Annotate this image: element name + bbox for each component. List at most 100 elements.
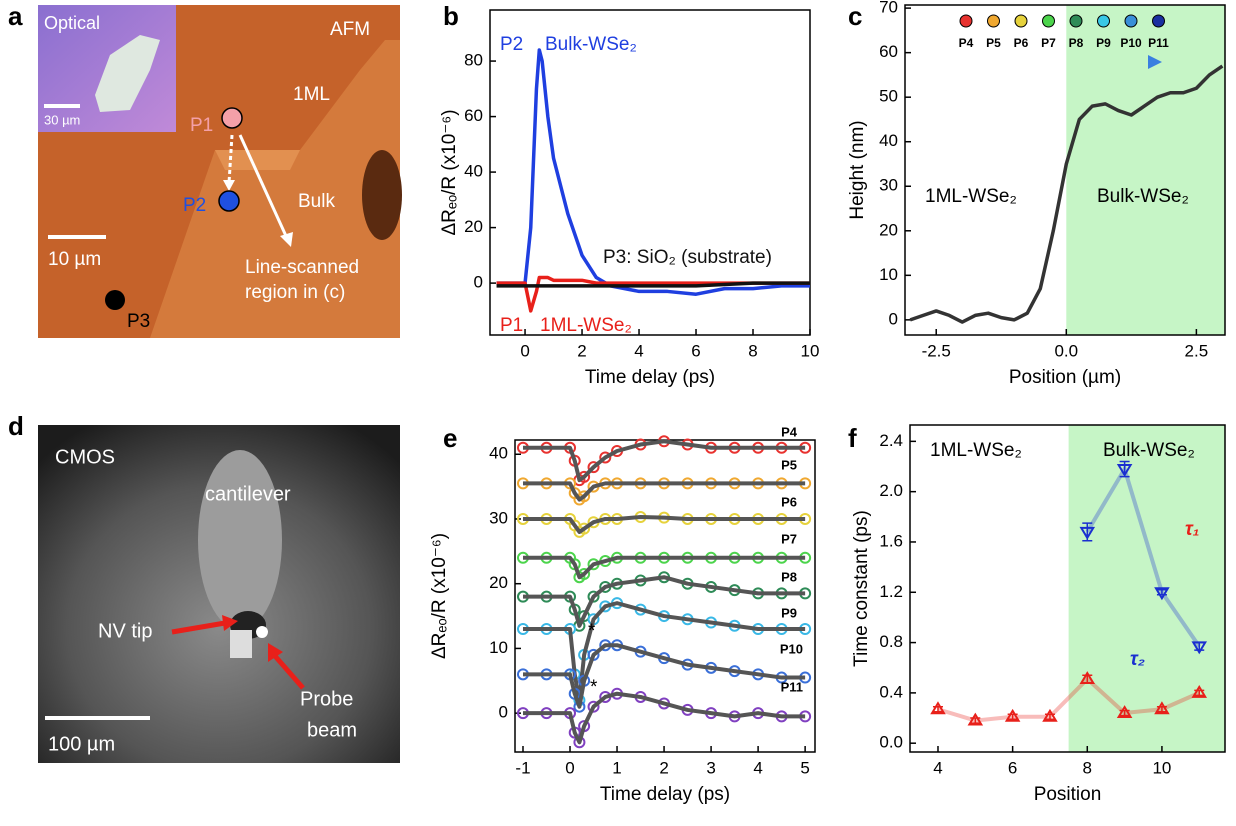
y-tick-label: 30: [879, 176, 898, 195]
y-tick-label: 60: [464, 106, 483, 125]
y-tick-label: 70: [879, 0, 898, 17]
label: CMOS: [55, 446, 115, 468]
series-label: P11: [781, 679, 803, 694]
x-tick-label: 4: [634, 341, 643, 360]
error-bar: [932, 705, 943, 713]
y-axis-label: Time constant (ps): [851, 510, 872, 667]
error-bar: [970, 717, 981, 724]
x-tick-label: -2.5: [922, 341, 951, 360]
label: P3: [127, 311, 150, 332]
label: Probe: [300, 688, 353, 710]
position-marker: [1152, 14, 1165, 28]
annotation: 1ML-WSe₂: [540, 315, 632, 336]
y-tick-label: 10: [879, 265, 898, 284]
scale-label: 10 µm: [48, 249, 101, 270]
data-point: [1079, 671, 1096, 685]
error-bar: [1156, 589, 1167, 596]
shaded-region: [1066, 5, 1225, 335]
label: Line-scanned: [245, 257, 359, 278]
fit-line: [522, 601, 806, 703]
label: Optical: [44, 13, 100, 33]
cmos-image: d CMOS cantilever NV tip Probe beam 100 …: [8, 411, 400, 763]
series-label: τ₁: [1185, 519, 1199, 540]
y-tick-label: 30: [489, 508, 508, 527]
series-line: [496, 48, 810, 296]
x-tick-label: -1: [515, 758, 530, 777]
y-tick-label: 0: [474, 273, 483, 292]
x-tick-label: 0: [565, 758, 574, 777]
position-marker: [1042, 14, 1055, 28]
label: cantilever: [205, 483, 291, 505]
panel-letter: e: [443, 423, 457, 453]
x-axis-label: Time delay (ps): [600, 784, 730, 805]
fit-line: [522, 555, 806, 580]
series-label: P7: [781, 531, 797, 546]
data-point: [1116, 464, 1133, 477]
annotation: *: [590, 677, 598, 698]
y-tick-label: 2.4: [879, 431, 903, 450]
data-point: [1191, 641, 1208, 655]
x-tick-label: 0: [520, 341, 529, 360]
x-tick-label: 4: [933, 758, 942, 777]
y-axis-label: ΔRₑₒ/R (x10⁻⁶): [439, 109, 460, 235]
x-tick-label: 4: [753, 758, 762, 777]
series-line: [909, 64, 1224, 324]
x-tick-label: 2: [659, 758, 668, 777]
position-marker: [987, 14, 1000, 28]
position-marker: [1069, 14, 1083, 28]
y-tick-label: 0: [889, 309, 898, 328]
label: 1ML: [293, 84, 330, 105]
y-tick-label: 1.6: [879, 531, 903, 550]
series-label: P2: [500, 34, 523, 55]
annotation: 1ML-WSe₂: [930, 440, 1022, 461]
fit-line: [522, 643, 806, 709]
series-label: P8: [781, 569, 797, 584]
series-label: P5: [781, 457, 797, 472]
series-line: [937, 676, 1201, 723]
data-point: [599, 451, 612, 464]
x-axis-label: Position: [1034, 784, 1102, 805]
series-label: P3: SiO₂ (substrate): [603, 247, 772, 268]
series-label: P10: [780, 641, 803, 656]
position-marker-label: P8: [1069, 36, 1084, 50]
x-tick-label: 3: [706, 758, 715, 777]
y-tick-label: 20: [464, 217, 483, 236]
label: NV tip: [98, 620, 152, 642]
error-bar: [1119, 709, 1130, 717]
plot-frame: [904, 4, 1226, 336]
panel-letter: a: [8, 1, 23, 31]
x-axis-label: Position (µm): [1009, 367, 1121, 388]
data-point: [1154, 587, 1170, 601]
position-marker-label: P5: [986, 36, 1001, 50]
scale-label: 30 µm: [44, 112, 80, 127]
annotation: *: [588, 621, 596, 642]
y-axis-label: Height (nm): [847, 120, 868, 219]
label: AFM: [330, 19, 370, 40]
x-tick-label: 10: [1152, 758, 1171, 777]
data-point: [1191, 684, 1208, 698]
position-marker-label: P4: [959, 36, 974, 50]
position-marker-label: P9: [1096, 36, 1111, 50]
series-line: [496, 281, 810, 288]
annotation: 1ML-WSe₂: [925, 186, 1017, 207]
scale-label: 100 µm: [48, 733, 115, 755]
position-marker: [959, 14, 973, 28]
error-bar: [1194, 689, 1205, 697]
y-tick-label: 10: [489, 638, 508, 657]
panel-letter: c: [848, 1, 862, 31]
position-marker: [1097, 14, 1110, 28]
data-point: [1116, 705, 1133, 719]
series-line: [1085, 464, 1201, 648]
data-point: [587, 700, 600, 713]
x-tick-label: 2.5: [1185, 341, 1209, 360]
x-tick-label: 6: [691, 341, 700, 360]
y-tick-label: 40: [464, 162, 483, 181]
y-tick-label: 1.2: [879, 582, 903, 601]
data-point: [587, 590, 600, 603]
data-point: [587, 461, 600, 474]
shaded-region: [1068, 425, 1225, 752]
fit-line: [522, 439, 806, 483]
position-marker-label: P6: [1014, 36, 1029, 50]
panel-letter: b: [443, 1, 459, 31]
